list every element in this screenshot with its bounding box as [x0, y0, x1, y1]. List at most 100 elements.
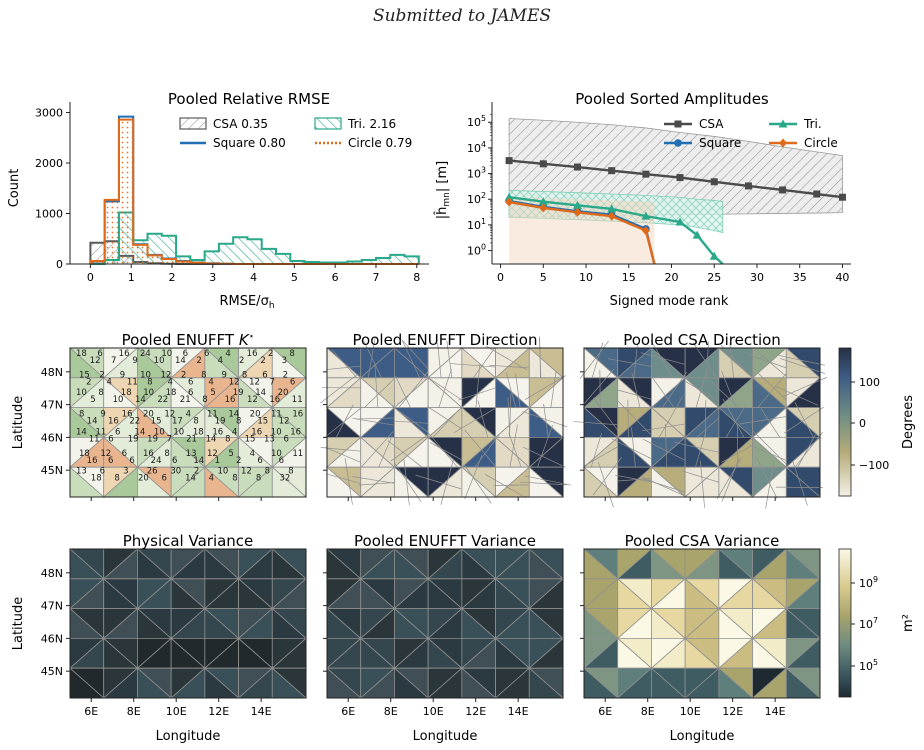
map-streak — [700, 460, 705, 508]
amp-ylabel: |ĥmn| [m] — [434, 161, 452, 219]
kstar-count: 6 — [115, 427, 120, 437]
amp-point-3 — [539, 203, 548, 213]
kstar-count: 21 — [180, 395, 191, 405]
map-streak — [519, 481, 568, 486]
amp-point-0 — [744, 182, 752, 190]
legend-label-1: Square 0.80 — [213, 136, 286, 150]
amp-point-2 — [641, 211, 651, 220]
amp-ytick-label: 100 — [467, 243, 486, 258]
kstar-count: 11 — [95, 427, 106, 437]
kstar-count: 8 — [265, 466, 270, 476]
csa-direction-map — [573, 340, 827, 509]
kstar-count: 4 — [218, 356, 223, 366]
kstar-count: 4 — [232, 427, 237, 437]
kstar-count: 4 — [168, 378, 173, 388]
amp-xtick-label: 0 — [497, 271, 504, 284]
map-streak — [398, 371, 429, 409]
amp-legend-marker — [674, 120, 682, 128]
map-title: Pooled ENUFFT Variance — [354, 532, 536, 550]
legend-label-3: Circle 0.79 — [348, 136, 412, 150]
kstar-count: 18 — [76, 349, 87, 359]
map-streak — [692, 342, 720, 383]
map-streak — [640, 352, 687, 366]
kstar-count: 12 — [207, 449, 218, 459]
kstar-count: 19 — [128, 434, 139, 444]
lat-tick-label: 46N — [41, 431, 63, 444]
kstar-count: 6 — [188, 388, 193, 398]
kstar-count: 8 — [201, 371, 206, 381]
lon-tick-label: 14E — [251, 705, 272, 718]
map-streak — [522, 411, 568, 428]
amp-point-2 — [538, 197, 548, 206]
amp-legend-marker — [674, 139, 682, 147]
map-streak — [778, 355, 825, 366]
kstar-count: 8 — [193, 417, 198, 427]
amp-xtick-label: 20 — [665, 271, 679, 284]
variance-colorbar — [838, 548, 852, 698]
map-streak — [650, 340, 676, 382]
map-title: Pooled ENUFFT Direction — [353, 331, 538, 349]
kstar-count: 30 — [170, 466, 181, 476]
kstar-count: 20 — [138, 473, 149, 483]
lat-tick-label: 47N — [41, 399, 63, 412]
map-streak — [427, 431, 459, 469]
map-streak — [539, 337, 542, 385]
amp-xtick-label: 35 — [793, 271, 807, 284]
kstar-count: 15 — [257, 417, 268, 427]
kstar-count: 16 — [251, 427, 262, 437]
amp-point-0 — [608, 167, 616, 175]
map-title: Pooled CSA Variance — [625, 532, 780, 550]
lat-tick-label: 46N — [41, 632, 63, 645]
kstar-count: 12 — [164, 410, 175, 420]
amp-point-2 — [572, 200, 582, 209]
kstar-count: 4 — [250, 449, 255, 459]
lon-tick-label: 10E — [166, 705, 187, 718]
kstar-count: 2 — [181, 371, 186, 381]
kstar-count: 12 — [90, 356, 101, 366]
amp-legend-marker — [779, 138, 787, 148]
kstar-count: 2 — [194, 466, 199, 476]
kstar-count: 2 — [86, 378, 91, 388]
latitude-label: Latitude — [11, 396, 26, 450]
kstar-count: 13 — [264, 434, 275, 444]
kstar-count: 8 — [164, 449, 169, 459]
map-streak — [394, 462, 422, 503]
kstar-count: 12 — [100, 449, 111, 459]
cb-tick-label: 0 — [859, 417, 866, 430]
kstar-count: 14 — [228, 410, 239, 420]
amp-point-3 — [505, 197, 514, 207]
amp-point-2 — [692, 230, 702, 239]
lon-tick-label: 12E — [465, 705, 486, 718]
kstar-count: 8 — [225, 434, 230, 444]
kstar-count: 12 — [241, 466, 252, 476]
kstar-count: 14 — [76, 427, 87, 437]
kstar-count: 2 — [268, 349, 273, 359]
cb-tick-label: 105 — [859, 658, 878, 673]
legend-label-0: CSA 0.35 — [213, 117, 268, 131]
lat-tick-label: 47N — [41, 600, 63, 613]
kstar-count: 10 — [271, 449, 282, 459]
kstar-count: 15 — [245, 434, 256, 444]
map-streak — [352, 417, 400, 427]
kstar-count: 6 — [108, 434, 113, 444]
kstar-count: 4 — [186, 410, 191, 420]
amp-point-2 — [607, 204, 617, 213]
map-streak — [659, 371, 687, 412]
map-streak — [403, 458, 410, 506]
kstar-count: 19 — [215, 417, 226, 427]
kstar-count: 16 — [108, 417, 119, 427]
amp-bands — [508, 118, 843, 264]
map-streak — [374, 363, 379, 411]
map-panels: 1812671692410101462644216223815224911108… — [11, 331, 827, 744]
csa-variance-map — [582, 548, 822, 699]
map-streak — [464, 429, 496, 467]
kstar-count: 4 — [208, 378, 213, 388]
map-streak — [509, 393, 512, 441]
amp-point-3 — [641, 226, 650, 236]
longitude-label: Longitude — [670, 729, 735, 744]
kstar-count: 10 — [161, 349, 172, 359]
amp-xtick-label: 40 — [835, 271, 849, 284]
kstar-count: 5 — [90, 395, 95, 405]
enufft-variance-map — [325, 548, 565, 699]
kstar-count: 5 — [228, 449, 233, 459]
